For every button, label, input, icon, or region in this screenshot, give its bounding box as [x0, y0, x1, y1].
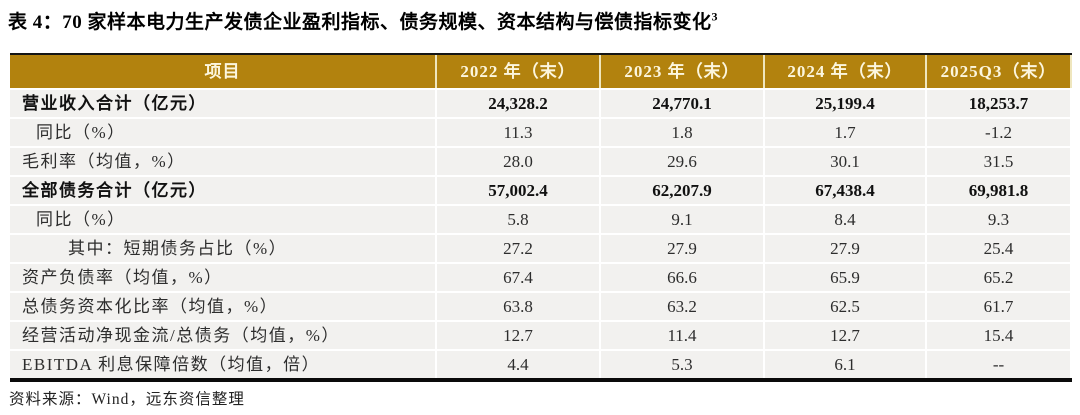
table-header-row: 项目 2022 年（末） 2023 年（末） 2024 年（末） 2025Q3（…	[10, 55, 1072, 88]
row-value: 25,199.4	[765, 90, 925, 117]
column-header-2025q3: 2025Q3（末）	[927, 55, 1070, 88]
column-header-2023: 2023 年（末）	[601, 55, 763, 88]
row-value: 4.4	[437, 351, 599, 378]
row-value: 30.1	[765, 148, 925, 175]
row-value: 27.2	[437, 235, 599, 262]
footnote-marker: 3	[711, 9, 719, 24]
row-value: 66.6	[601, 264, 763, 291]
row-value: 12.7	[765, 322, 925, 349]
row-value: 15.4	[927, 322, 1070, 349]
row-value: 25.4	[927, 235, 1070, 262]
row-value: 61.7	[927, 293, 1070, 320]
row-value: 1.8	[601, 119, 763, 146]
row-value: 9.3	[927, 206, 1070, 233]
table-title-text: 表 4：70 家样本电力生产发债企业盈利指标、债务规模、资本结构与偿债指标变化	[8, 12, 712, 33]
row-label: 资产负债率（均值，%）	[10, 264, 435, 291]
row-value: 27.9	[765, 235, 925, 262]
row-label: 同比（%）	[10, 206, 435, 233]
table-row: 其中：短期债务占比（%） 27.2 27.9 27.9 25.4	[10, 235, 1072, 262]
table-row: 经营活动净现金流/总债务（均值，%） 12.7 11.4 12.7 15.4	[10, 322, 1072, 349]
table-row: 同比（%） 5.8 9.1 8.4 9.3	[10, 206, 1072, 233]
column-header-item: 项目	[10, 55, 435, 88]
row-value: 62.5	[765, 293, 925, 320]
table-body: 营业收入合计（亿元） 24,328.2 24,770.1 25,199.4 18…	[10, 88, 1072, 378]
row-value: 31.5	[927, 148, 1070, 175]
row-label: 经营活动净现金流/总债务（均值，%）	[10, 322, 435, 349]
row-value: 63.2	[601, 293, 763, 320]
row-value: 6.1	[765, 351, 925, 378]
table-row: EBITDA 利息保障倍数（均值，倍） 4.4 5.3 6.1 --	[10, 351, 1072, 378]
column-header-2022: 2022 年（末）	[437, 55, 599, 88]
metrics-table: 项目 2022 年（末） 2023 年（末） 2024 年（末） 2025Q3（…	[10, 53, 1072, 382]
row-label: 全部债务合计（亿元）	[10, 177, 435, 204]
row-value: 11.3	[437, 119, 599, 146]
row-value: 1.7	[765, 119, 925, 146]
table-row: 毛利率（均值，%） 28.0 29.6 30.1 31.5	[10, 148, 1072, 175]
row-value: 69,981.8	[927, 177, 1070, 204]
row-value: 8.4	[765, 206, 925, 233]
row-value: 5.8	[437, 206, 599, 233]
row-value: 29.6	[601, 148, 763, 175]
row-value: 63.8	[437, 293, 599, 320]
row-value: 9.1	[601, 206, 763, 233]
table-row: 同比（%） 11.3 1.8 1.7 -1.2	[10, 119, 1072, 146]
row-value: 11.4	[601, 322, 763, 349]
source-note: 资料来源：Wind，远东资信整理	[9, 391, 245, 408]
table-row: 资产负债率（均值，%） 67.4 66.6 65.9 65.2	[10, 264, 1072, 291]
table-title: 表 4：70 家样本电力生产发债企业盈利指标、债务规模、资本结构与偿债指标变化3	[8, 7, 718, 34]
row-label: 总债务资本化比率（均值，%）	[10, 293, 435, 320]
row-label: 同比（%）	[10, 119, 435, 146]
row-label: 其中：短期债务占比（%）	[10, 235, 435, 262]
row-value: 65.2	[927, 264, 1070, 291]
row-value: 28.0	[437, 148, 599, 175]
row-label: 毛利率（均值，%）	[10, 148, 435, 175]
column-header-2024: 2024 年（末）	[765, 55, 925, 88]
row-value: 67.4	[437, 264, 599, 291]
row-label: EBITDA 利息保障倍数（均值，倍）	[10, 351, 435, 378]
row-value: 65.9	[765, 264, 925, 291]
row-value: 24,770.1	[601, 90, 763, 117]
table-row: 总债务资本化比率（均值，%） 63.8 63.2 62.5 61.7	[10, 293, 1072, 320]
row-value: 12.7	[437, 322, 599, 349]
row-value: 27.9	[601, 235, 763, 262]
table-row: 全部债务合计（亿元） 57,002.4 62,207.9 67,438.4 69…	[10, 177, 1072, 204]
table-row: 营业收入合计（亿元） 24,328.2 24,770.1 25,199.4 18…	[10, 90, 1072, 117]
row-value: 5.3	[601, 351, 763, 378]
row-value: 67,438.4	[765, 177, 925, 204]
row-label: 营业收入合计（亿元）	[10, 90, 435, 117]
row-value: --	[927, 351, 1070, 378]
row-value: 24,328.2	[437, 90, 599, 117]
row-value: 57,002.4	[437, 177, 599, 204]
row-value: 18,253.7	[927, 90, 1070, 117]
row-value: 62,207.9	[601, 177, 763, 204]
row-value: -1.2	[927, 119, 1070, 146]
